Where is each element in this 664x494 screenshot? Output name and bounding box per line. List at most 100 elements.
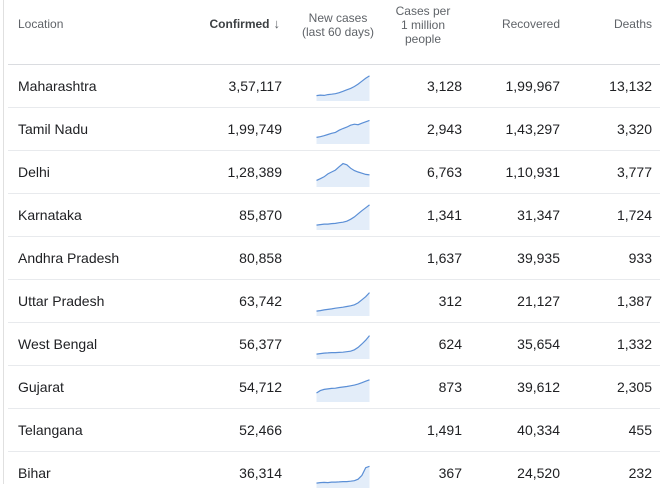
cases-per-million: 6,763: [426, 164, 462, 180]
location-name: Tamil Nadu: [18, 121, 89, 137]
recovered-count: 39,935: [517, 250, 560, 266]
panel-left-border: [3, 0, 4, 484]
deaths-count: 1,387: [616, 293, 652, 309]
sparkline-line: [316, 335, 370, 355]
table-body: Maharashtra 3,57,117 3,128 1,99,967 13,132 Ta…: [8, 65, 660, 494]
sparkline-area: [316, 204, 370, 230]
column-header-per-million-line1: Cases per: [395, 4, 451, 18]
new-cases-sparkline: [316, 372, 370, 402]
sparkline-line: [316, 379, 370, 394]
table-row[interactable]: Karnataka 85,870 1,341 31,347 1,724: [8, 194, 660, 237]
column-header-confirmed[interactable]: Confirmed ↓: [209, 16, 281, 32]
new-cases-sparkline: [316, 157, 370, 187]
location-name: Bihar: [18, 465, 51, 481]
deaths-count: 2,305: [616, 379, 652, 395]
column-header-new-cases-line2: (last 60 days): [301, 25, 375, 39]
table-row[interactable]: Uttar Pradesh 63,742 312 21,127 1,387: [8, 280, 660, 323]
location-name: Maharashtra: [18, 78, 97, 94]
sparkline-area: [316, 379, 370, 402]
deaths-count: 933: [628, 250, 652, 266]
sparkline-chart: [316, 292, 370, 316]
confirmed-count: 80,858: [239, 250, 282, 266]
new-cases-sparkline: [316, 458, 370, 488]
location-name: Andhra Pradesh: [18, 250, 120, 266]
confirmed-count: 1,99,749: [227, 121, 283, 137]
deaths-count: 3,777: [616, 164, 652, 180]
recovered-count: 40,334: [517, 422, 560, 438]
sparkline-line: [316, 119, 370, 138]
new-cases-sparkline: [316, 286, 370, 316]
cases-per-million: 3,128: [426, 78, 462, 94]
deaths-count: 3,320: [616, 121, 652, 137]
table-row[interactable]: Tamil Nadu 1,99,749 2,943 1,43,297 3,320: [8, 108, 660, 151]
new-cases-sparkline: [316, 415, 370, 445]
sparkline-line: [316, 465, 370, 484]
column-header-new-cases-line1: New cases: [308, 11, 368, 25]
column-header-new-cases[interactable]: New cases (last 60 days): [298, 11, 378, 39]
cases-per-million: 1,341: [426, 207, 462, 223]
confirmed-count: 63,742: [239, 293, 282, 309]
deaths-count: 13,132: [609, 78, 652, 94]
confirmed-count: 54,712: [239, 379, 282, 395]
location-name: Gujarat: [18, 379, 64, 395]
column-header-cases-per-million[interactable]: Cases per 1 million people: [383, 4, 463, 46]
confirmed-count: 3,57,117: [228, 78, 282, 94]
new-cases-sparkline: [316, 71, 370, 101]
sparkline-chart: [316, 335, 370, 359]
location-name: Telangana: [18, 422, 83, 438]
sparkline-area: [316, 75, 370, 101]
recovered-count: 1,10,931: [505, 164, 561, 180]
column-header-per-million-line3: people: [404, 32, 442, 46]
sparkline-area: [316, 335, 370, 359]
table-row[interactable]: Gujarat 54,712 873 39,612 2,305: [8, 366, 660, 409]
location-name: Karnataka: [18, 207, 82, 223]
cases-per-million: 312: [438, 293, 462, 309]
location-name: Delhi: [18, 164, 50, 180]
sparkline-line: [316, 292, 370, 312]
column-header-confirmed-label: Confirmed: [209, 17, 270, 31]
sparkline-chart: [316, 379, 370, 402]
sparkline-area: [316, 120, 370, 144]
table-row[interactable]: Delhi 1,28,389 6,763 1,10,931 3,777: [8, 151, 660, 194]
stats-table: Location Confirmed ↓ New cases (last 60 d…: [8, 0, 660, 494]
table-row[interactable]: West Bengal 56,377 624 35,654 1,332: [8, 323, 660, 366]
sparkline-chart: [316, 465, 370, 488]
cases-per-million: 1,637: [426, 250, 462, 266]
covid-stats-table-panel: Location Confirmed ↓ New cases (last 60 d…: [3, 0, 660, 488]
sparkline-area: [316, 163, 370, 187]
confirmed-count: 36,314: [239, 465, 282, 481]
sparkline-line: [316, 204, 370, 226]
sparkline-chart: [316, 119, 370, 144]
table-row[interactable]: Andhra Pradesh 80,858 1,637 39,935 933: [8, 237, 660, 280]
table-row[interactable]: Maharashtra 3,57,117 3,128 1,99,967 13,132: [8, 65, 660, 108]
recovered-count: 39,612: [517, 379, 560, 395]
new-cases-sparkline: [316, 114, 370, 144]
column-header-deaths[interactable]: Deaths: [614, 17, 652, 31]
location-name: Uttar Pradesh: [18, 293, 105, 309]
sparkline-area: [316, 466, 370, 488]
recovered-count: 21,127: [517, 293, 560, 309]
column-header-recovered[interactable]: Recovered: [502, 17, 560, 31]
confirmed-count: 85,870: [239, 207, 282, 223]
confirmed-count: 52,466: [239, 422, 282, 438]
recovered-count: 1,43,297: [505, 121, 561, 137]
new-cases-sparkline: [316, 243, 370, 273]
cases-per-million: 624: [438, 336, 462, 352]
deaths-count: 455: [628, 422, 652, 438]
table-row[interactable]: Bihar 36,314 367 24,520 232: [8, 452, 660, 494]
deaths-count: 1,332: [616, 336, 652, 352]
location-name: West Bengal: [18, 336, 98, 352]
column-header-location[interactable]: Location: [18, 17, 63, 31]
sparkline-area: [316, 292, 370, 316]
cases-per-million: 2,943: [426, 121, 462, 137]
arrow-down-icon: ↓: [273, 16, 281, 31]
recovered-count: 31,347: [517, 207, 560, 223]
cases-per-million: 1,491: [426, 422, 462, 438]
recovered-count: 24,520: [517, 465, 560, 481]
new-cases-sparkline: [316, 200, 370, 230]
recovered-count: 35,654: [517, 336, 560, 352]
deaths-count: 232: [628, 465, 652, 481]
sparkline-chart: [316, 204, 370, 230]
table-row[interactable]: Telangana 52,466 1,491 40,334 455: [8, 409, 660, 452]
sparkline-line: [316, 162, 370, 181]
